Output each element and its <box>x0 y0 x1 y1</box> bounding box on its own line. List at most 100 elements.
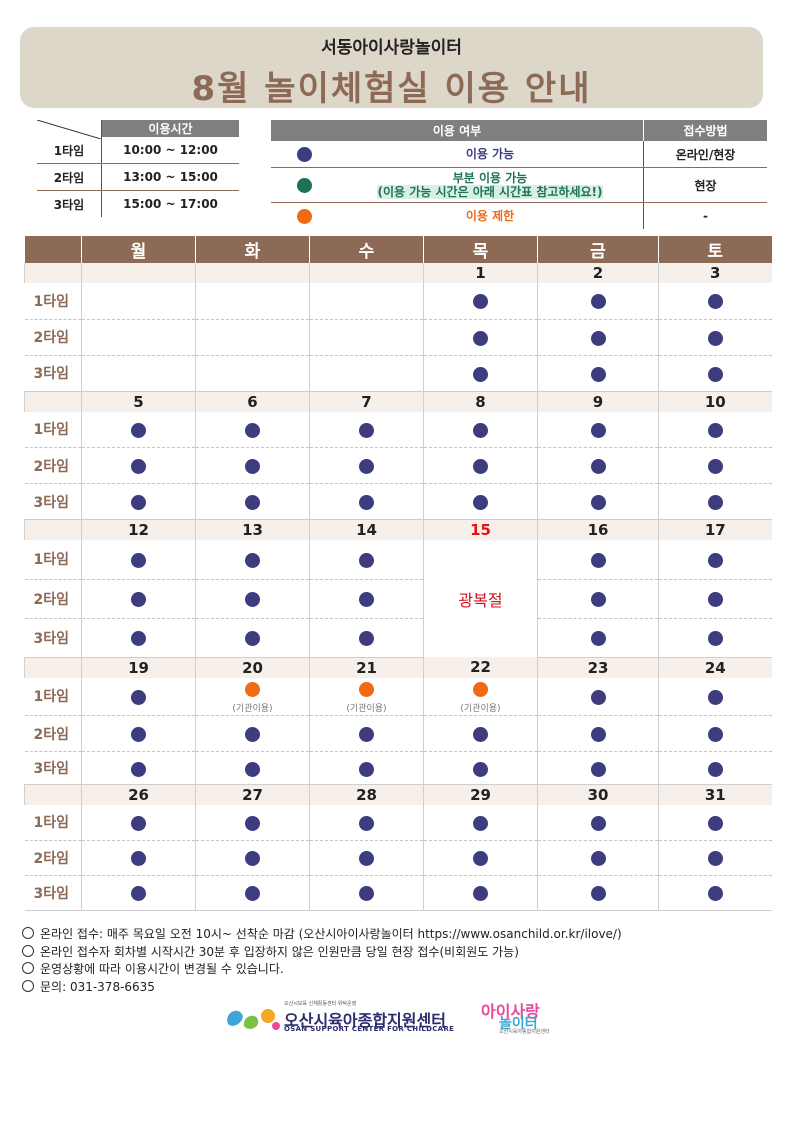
available-dot-icon <box>245 727 260 742</box>
available-dot-icon <box>131 689 146 705</box>
childcare-center-logo: 오산시보육 신체활동센터 위탁운영 오산시육아종합지원센터 OSAN SUPPO… <box>222 1000 466 1034</box>
available-dot-icon <box>707 552 723 568</box>
legend-label: 이용 제한 <box>337 202 644 229</box>
date-cell: 21 <box>309 657 424 678</box>
legend-method-header: 접수방법 <box>643 120 767 141</box>
available-dot-icon <box>245 592 260 607</box>
available-dot-icon <box>245 631 260 646</box>
available-dot-icon <box>590 552 606 568</box>
date-cell <box>309 263 424 283</box>
date-cell: 29 <box>423 784 538 805</box>
slot-row: 3타임 <box>24 751 772 785</box>
slot-label: 3타임 <box>24 875 82 911</box>
date-cell: 15 <box>423 519 538 540</box>
note-item: 문의: 031-378-6635 <box>22 979 622 997</box>
available-dot-icon <box>245 459 260 474</box>
legend-sublabel: (이용 가능 시간은 아래 시간표 참고하세요!) <box>377 185 603 199</box>
available-dot-icon <box>707 294 723 310</box>
available-dot-icon <box>245 495 260 510</box>
slot-row: 2타임 <box>24 715 772 752</box>
available-dot-icon <box>359 592 374 607</box>
available-dot-icon <box>473 366 488 382</box>
time-row-value: 15:00 ~ 17:00 <box>123 197 218 211</box>
slot-label: 1타임 <box>24 283 82 320</box>
slot-row: 3타임 <box>24 355 772 392</box>
note-item: 운영상황에 따라 이용시간이 변경될 수 있습니다. <box>22 961 622 979</box>
weekday-header: 금 <box>537 236 659 263</box>
time-row: 3타임 15:00 ~ 17:00 <box>37 190 239 217</box>
slot-row: 3타임 <box>24 483 772 520</box>
slot-row: 1타임 (기관이용) (기관이용) (기관이용) <box>24 677 772 716</box>
legend-method: 현장 <box>643 167 767 203</box>
weekday-header: 수 <box>309 236 424 263</box>
available-dot-icon <box>473 459 488 474</box>
available-dot-icon <box>131 495 146 510</box>
available-dot-icon <box>131 631 146 646</box>
date-cell: 12 <box>81 519 196 540</box>
time-row-label: 1타임 <box>37 137 102 164</box>
available-dot-icon <box>473 422 488 438</box>
available-dot-icon <box>707 422 723 438</box>
slot-row: 2타임 <box>24 319 772 356</box>
slot-row: 2타임 <box>24 840 772 876</box>
available-dot-icon <box>473 727 488 742</box>
slot-label: 1타임 <box>24 411 82 448</box>
table-corner <box>37 120 102 139</box>
available-dot-icon <box>245 886 260 901</box>
available-dot-icon <box>590 689 606 705</box>
date-row: 19 20 21 22 23 24 <box>24 657 772 678</box>
orange-dot-icon <box>296 208 312 224</box>
available-dot-icon <box>359 552 374 568</box>
slot-row: 3타임 <box>24 618 772 658</box>
date-cell: 14 <box>309 519 424 540</box>
date-cell: 24 <box>658 657 772 678</box>
available-dot-icon <box>359 495 374 510</box>
time-row: 1타임 10:00 ~ 12:00 <box>37 137 239 164</box>
available-dot-icon <box>590 495 606 510</box>
time-row-value: 10:00 ~ 12:00 <box>101 137 239 164</box>
institution-use-note: (기관이용) <box>232 703 273 714</box>
available-dot-icon <box>245 422 260 438</box>
institution-use-note: (기관이용) <box>346 703 387 714</box>
available-dot-icon <box>590 761 606 777</box>
available-dot-icon <box>590 727 606 742</box>
date-cell: 17 <box>658 519 772 540</box>
date-cell: 7 <box>309 391 424 412</box>
circle-bullet-icon <box>22 944 34 957</box>
available-dot-icon <box>707 851 723 866</box>
date-cell: 19 <box>81 657 196 678</box>
time-row-label: 3타임 <box>37 190 102 217</box>
date-cell: 9 <box>537 391 659 412</box>
circle-bullet-icon <box>22 927 34 939</box>
date-cell: 16 <box>537 519 659 540</box>
available-dot-icon <box>590 815 606 831</box>
time-row: 2타임 13:00 ~ 15:00 <box>37 163 239 191</box>
date-cell: 5 <box>81 391 196 412</box>
title-banner: 서동아이사랑놀이터 8월 놀이체험실 이용 안내 <box>20 27 763 109</box>
available-dot-icon <box>131 592 146 607</box>
available-dot-icon <box>359 815 374 831</box>
legend-status-header: 이용 여부 <box>271 120 644 141</box>
available-dot-icon <box>245 761 260 777</box>
available-dot-icon <box>590 459 606 474</box>
available-dot-icon <box>131 459 146 474</box>
slot-row: 2타임 <box>24 579 772 619</box>
available-dot-icon <box>590 422 606 438</box>
date-cell: 2 <box>537 263 659 283</box>
available-dot-icon <box>590 592 606 607</box>
available-dot-icon <box>707 761 723 777</box>
date-cell: 26 <box>81 784 196 805</box>
time-row-label: 2타임 <box>37 163 102 191</box>
center-name: 오산시육아종합지원센터 <box>284 1011 446 1030</box>
weekday-header: 화 <box>195 236 310 263</box>
slot-row: 1타임 <box>24 411 772 448</box>
available-dot-icon <box>473 761 488 777</box>
legend-table: 이용 여부 접수방법 이용 가능 온라인/현장 부분 이용 가능 (이용 가능 … <box>271 120 767 229</box>
date-cell: 30 <box>537 784 659 805</box>
date-cell <box>195 263 310 283</box>
available-dot-icon <box>473 495 488 510</box>
available-dot-icon <box>707 495 723 510</box>
available-dot-icon <box>131 886 146 901</box>
weekday-header: 목 <box>423 236 538 263</box>
